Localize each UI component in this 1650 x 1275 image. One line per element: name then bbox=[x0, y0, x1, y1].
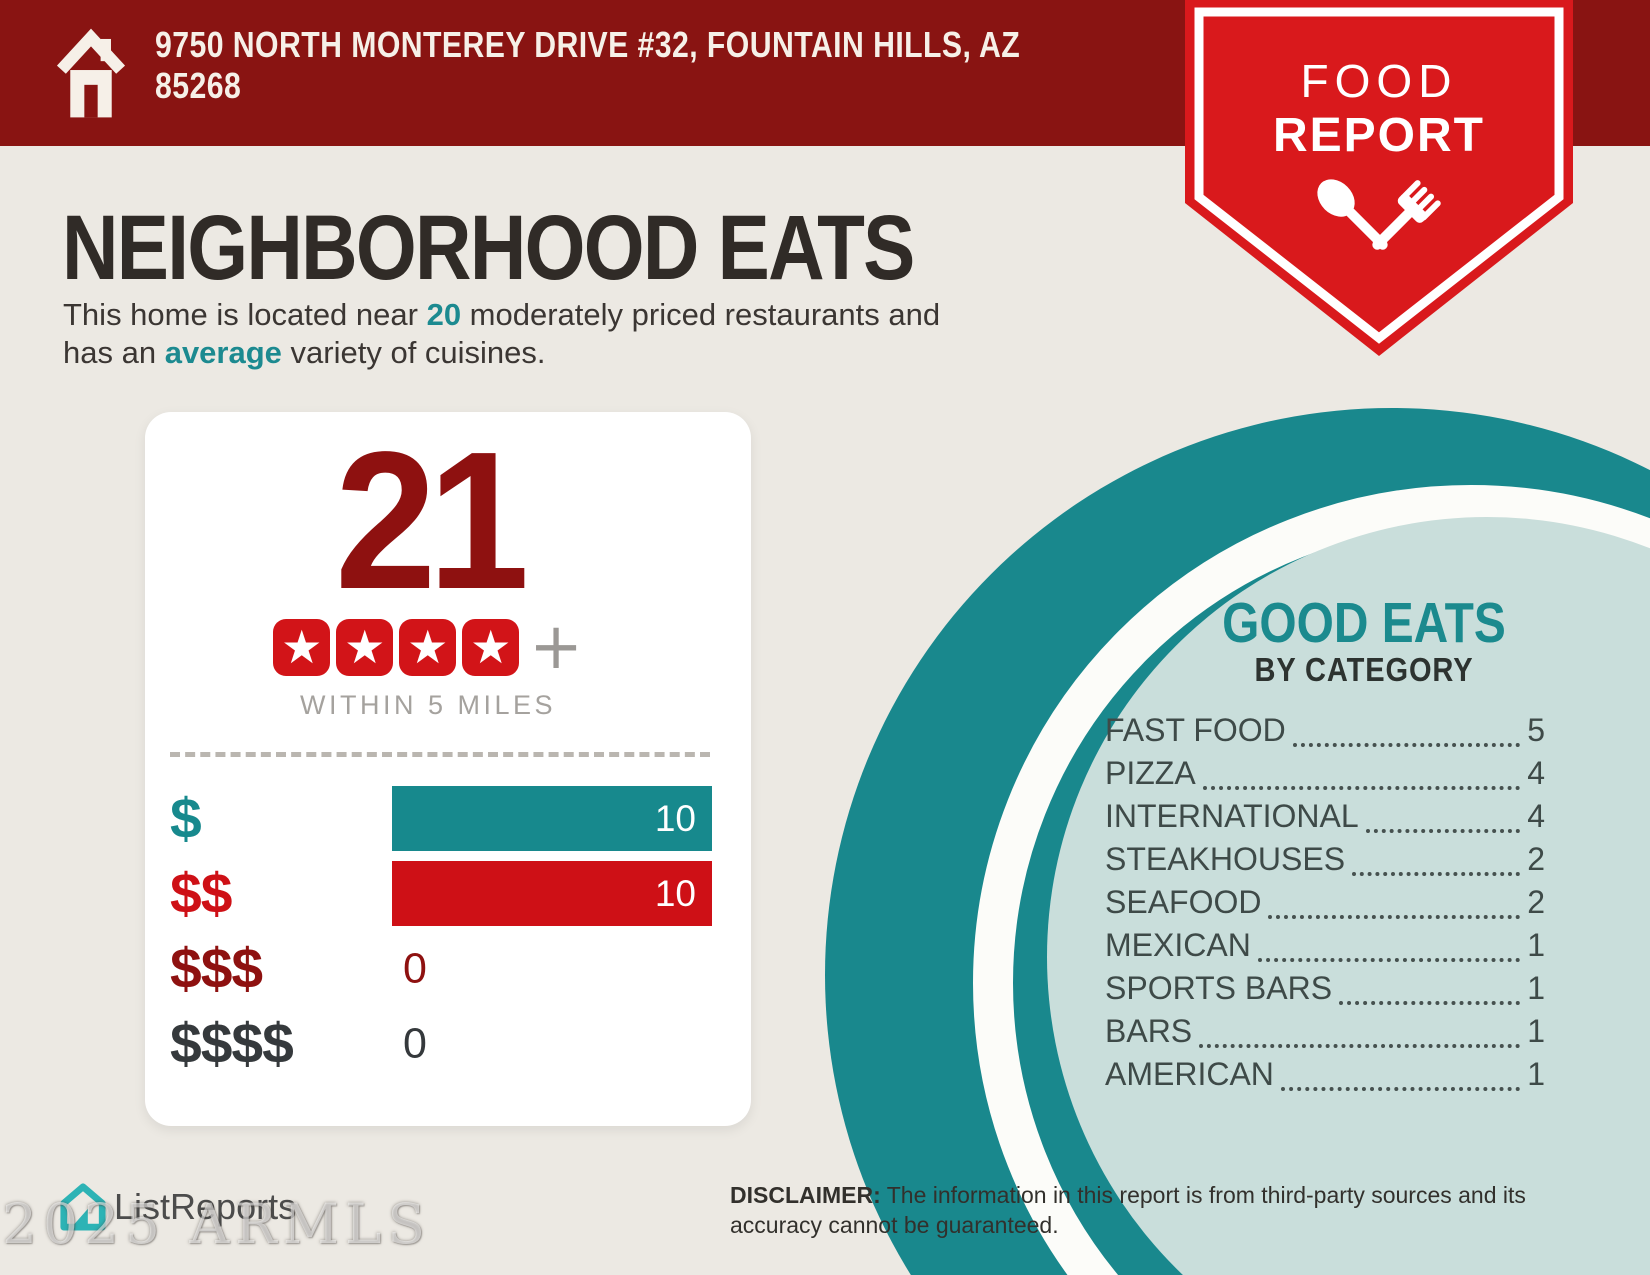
listreports-logo: ListReports bbox=[58, 1183, 296, 1231]
star-rating: ★ ★ ★ ★ bbox=[273, 619, 520, 676]
price-tier-label: $$$$ bbox=[170, 1011, 294, 1076]
category-count: 4 bbox=[1527, 755, 1545, 791]
category-count: 5 bbox=[1527, 712, 1545, 748]
price-bar-value: 10 bbox=[654, 872, 696, 914]
category-count: 1 bbox=[1527, 970, 1545, 1006]
logo-text: ListReports bbox=[114, 1186, 297, 1227]
dashed-divider bbox=[170, 752, 710, 757]
disclaimer-label: DISCLAIMER: bbox=[730, 1182, 881, 1208]
disclaimer-text: The information in this report is from t… bbox=[730, 1182, 1526, 1238]
home-icon bbox=[54, 24, 128, 127]
price-row: $$ 10 bbox=[145, 861, 751, 926]
disclaimer: DISCLAIMER: The information in this repo… bbox=[730, 1180, 1545, 1240]
star-icon: ★ bbox=[336, 619, 394, 676]
variety-accent: average bbox=[164, 335, 282, 370]
category-row: INTERNATIONAL 4 bbox=[1105, 800, 1545, 833]
badge-line2-svg: REPORT bbox=[1273, 109, 1485, 162]
category-row: MEXICAN 1 bbox=[1105, 929, 1545, 962]
price-bar-value: 0 bbox=[403, 1019, 427, 1067]
food-report-badge: FOOD REPORT bbox=[1185, 0, 1573, 363]
category-row: STEAKHOUSES 2 bbox=[1105, 843, 1545, 876]
address-line1: 9750 NORTH MONTEREY DRIVE #32, FOUNTAIN … bbox=[155, 24, 1021, 65]
property-address: 9750 NORTH MONTEREY DRIVE #32, FOUNTAIN … bbox=[155, 24, 1020, 106]
category-label: PIZZA bbox=[1105, 755, 1196, 791]
category-row: FAST FOOD 5 bbox=[1105, 714, 1545, 747]
category-row: PIZZA 4 bbox=[1105, 757, 1545, 790]
subtitle-text: variety of cuisines. bbox=[281, 335, 546, 370]
armls-watermark: 2025 ARMLS bbox=[2, 1192, 432, 1256]
category-label: MEXICAN bbox=[1105, 927, 1251, 963]
subtitle-text: moderately priced restaurants and bbox=[461, 297, 941, 332]
category-label: SPORTS BARS bbox=[1105, 970, 1333, 1006]
spoon-fork-icon bbox=[1317, 179, 1441, 250]
category-label: SEAFOOD bbox=[1105, 884, 1262, 920]
category-label: AMERICAN bbox=[1105, 1056, 1274, 1092]
subtitle-text: This home is located near bbox=[63, 297, 427, 332]
dotted-leader bbox=[1352, 846, 1521, 876]
category-label: INTERNATIONAL bbox=[1105, 798, 1359, 834]
dotted-leader bbox=[1365, 803, 1521, 833]
dotted-leader bbox=[1292, 717, 1521, 747]
listreports-house-icon bbox=[60, 1183, 106, 1231]
star-icon: ★ bbox=[462, 619, 520, 676]
category-label: FAST FOOD bbox=[1105, 712, 1286, 748]
category-count: 1 bbox=[1527, 1056, 1545, 1092]
price-chart: $10 $$ 10 $$$ 0 $$$$ 0 bbox=[145, 786, 751, 1076]
category-row: SEAFOOD 2 bbox=[1105, 886, 1545, 919]
radius-label: WITHIN 5 MILES bbox=[299, 690, 557, 720]
restaurant-count-accent: 20 bbox=[426, 297, 462, 332]
restaurant-summary-card: 21 ★ ★ ★ ★ + WITHIN 5 MILES $10 $$ 10 $$$ 0 $$$$… bbox=[145, 412, 751, 1126]
price-tier-label: $$$ bbox=[170, 936, 263, 1001]
dotted-leader bbox=[1339, 975, 1521, 1005]
page-title: NEIGHBORHOOD EATS bbox=[62, 197, 915, 299]
category-count: 4 bbox=[1527, 798, 1545, 834]
good-eats-title: GOOD EATS bbox=[1222, 591, 1506, 655]
dotted-leader bbox=[1202, 760, 1521, 790]
restaurant-total-count: 21 bbox=[334, 411, 529, 630]
page-subtitle: This home is located near 20 moderately … bbox=[63, 296, 940, 372]
category-row: AMERICAN 1 bbox=[1105, 1058, 1545, 1091]
price-row: $$$ 0 bbox=[145, 936, 751, 1001]
category-label: STEAKHOUSES bbox=[1105, 841, 1346, 877]
price-bar: 10 bbox=[392, 861, 712, 926]
rating-row: ★ ★ ★ ★ + bbox=[145, 610, 711, 684]
dotted-leader bbox=[1199, 1018, 1521, 1048]
price-bar-value: 10 bbox=[654, 797, 696, 839]
price-bar: 10 bbox=[392, 786, 712, 851]
price-bar-value: 0 bbox=[403, 944, 427, 992]
star-icon: ★ bbox=[399, 619, 457, 676]
dotted-leader bbox=[1268, 889, 1521, 919]
good-eats-subtitle: BY CATEGORY bbox=[1254, 651, 1474, 688]
category-list: FAST FOOD 5 PIZZA 4 INTERNATIONAL 4 STEAKHOUSE… bbox=[1105, 714, 1545, 1101]
category-count: 2 bbox=[1527, 884, 1545, 920]
category-label: BARS bbox=[1105, 1013, 1193, 1049]
star-icon: ★ bbox=[273, 619, 331, 676]
dotted-leader bbox=[1257, 932, 1521, 962]
address-line2: 85268 bbox=[155, 65, 242, 106]
price-tier-label: $$ bbox=[170, 861, 232, 926]
price-row: $$$$ 0 bbox=[145, 1011, 751, 1076]
badge-line1-svg: FOOD bbox=[1301, 55, 1458, 107]
category-count: 1 bbox=[1527, 1013, 1545, 1049]
price-row: $10 bbox=[145, 786, 751, 851]
plus-sign: + bbox=[529, 610, 583, 684]
dotted-leader bbox=[1280, 1061, 1521, 1091]
price-tier-label: $ bbox=[170, 786, 202, 851]
category-row: BARS 1 bbox=[1105, 1015, 1545, 1048]
subtitle-text: has an bbox=[63, 335, 165, 370]
category-count: 1 bbox=[1527, 927, 1545, 963]
category-count: 2 bbox=[1527, 841, 1545, 877]
category-row: SPORTS BARS 1 bbox=[1105, 972, 1545, 1005]
